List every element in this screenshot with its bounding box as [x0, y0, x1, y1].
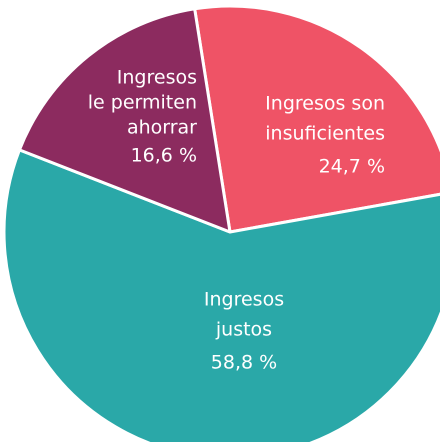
pie-slice: [2, 148, 440, 442]
slice-label: justos: [215, 319, 272, 341]
slice-label: ahorrar: [127, 117, 197, 139]
value-label: 58,8 %: [211, 352, 277, 374]
pie-slice: [17, 7, 232, 234]
value-label: 16,6 %: [131, 145, 197, 167]
value-label: 24,7 %: [319, 156, 385, 178]
slice-label: insuficientes: [265, 123, 385, 145]
slice-label: Ingresos son: [265, 93, 385, 115]
slice-label: Ingresos: [117, 67, 197, 89]
pie-slice: [193, 4, 440, 234]
slice-label: Ingresos: [204, 289, 284, 311]
slice-label: le permiten: [88, 92, 197, 114]
